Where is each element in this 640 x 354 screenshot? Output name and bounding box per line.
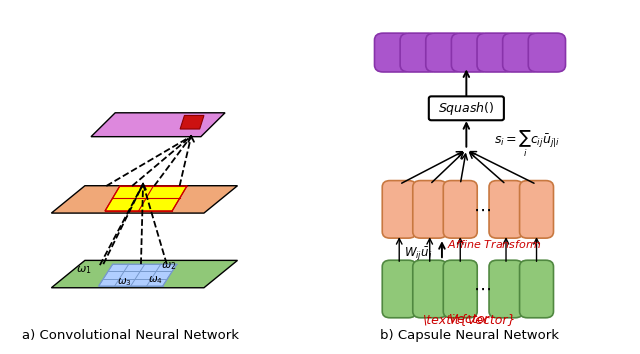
Polygon shape bbox=[105, 186, 187, 211]
Polygon shape bbox=[180, 115, 204, 129]
FancyBboxPatch shape bbox=[429, 96, 504, 120]
FancyBboxPatch shape bbox=[528, 33, 566, 72]
FancyBboxPatch shape bbox=[477, 33, 515, 72]
FancyBboxPatch shape bbox=[400, 33, 437, 72]
Text: \textit{Vector}: \textit{Vector} bbox=[422, 313, 516, 326]
Text: $\mathit{Squash()}$: $\mathit{Squash()}$ bbox=[438, 100, 495, 117]
Text: $\mathit{Vector}$: $\mathit{Vector}$ bbox=[447, 313, 491, 326]
FancyBboxPatch shape bbox=[520, 260, 554, 318]
Text: $s_i = \sum_i c_{ij}\bar{u}_{j|i}$: $s_i = \sum_i c_{ij}\bar{u}_{j|i}$ bbox=[494, 129, 560, 159]
FancyBboxPatch shape bbox=[451, 33, 488, 72]
FancyBboxPatch shape bbox=[413, 260, 447, 318]
Polygon shape bbox=[51, 261, 237, 288]
FancyBboxPatch shape bbox=[444, 181, 477, 238]
FancyBboxPatch shape bbox=[444, 260, 477, 318]
Polygon shape bbox=[91, 113, 225, 137]
FancyBboxPatch shape bbox=[489, 260, 523, 318]
FancyBboxPatch shape bbox=[426, 33, 463, 72]
Text: $\omega_3$: $\omega_3$ bbox=[117, 276, 132, 288]
FancyBboxPatch shape bbox=[382, 181, 416, 238]
Text: $\cdots$: $\cdots$ bbox=[472, 280, 491, 298]
Text: $\omega_1$: $\omega_1$ bbox=[76, 265, 92, 276]
FancyBboxPatch shape bbox=[489, 181, 523, 238]
FancyBboxPatch shape bbox=[413, 181, 447, 238]
Polygon shape bbox=[51, 186, 237, 213]
Text: b) Capsule Neural Network: b) Capsule Neural Network bbox=[380, 329, 559, 342]
Polygon shape bbox=[99, 264, 177, 286]
FancyBboxPatch shape bbox=[374, 33, 412, 72]
Text: $\cdots$: $\cdots$ bbox=[472, 200, 491, 218]
Text: a) Convolutional Neural Network: a) Convolutional Neural Network bbox=[22, 329, 239, 342]
FancyBboxPatch shape bbox=[502, 33, 540, 72]
Text: $\mathit{Affine\ Transform}$: $\mathit{Affine\ Transform}$ bbox=[447, 238, 542, 250]
Text: $\omega_2$: $\omega_2$ bbox=[161, 260, 177, 272]
Text: $\omega_4$: $\omega_4$ bbox=[148, 274, 163, 286]
Text: $W_{ij}\bar{u}_i$: $W_{ij}\bar{u}_i$ bbox=[404, 245, 433, 263]
FancyBboxPatch shape bbox=[382, 260, 416, 318]
FancyBboxPatch shape bbox=[520, 181, 554, 238]
